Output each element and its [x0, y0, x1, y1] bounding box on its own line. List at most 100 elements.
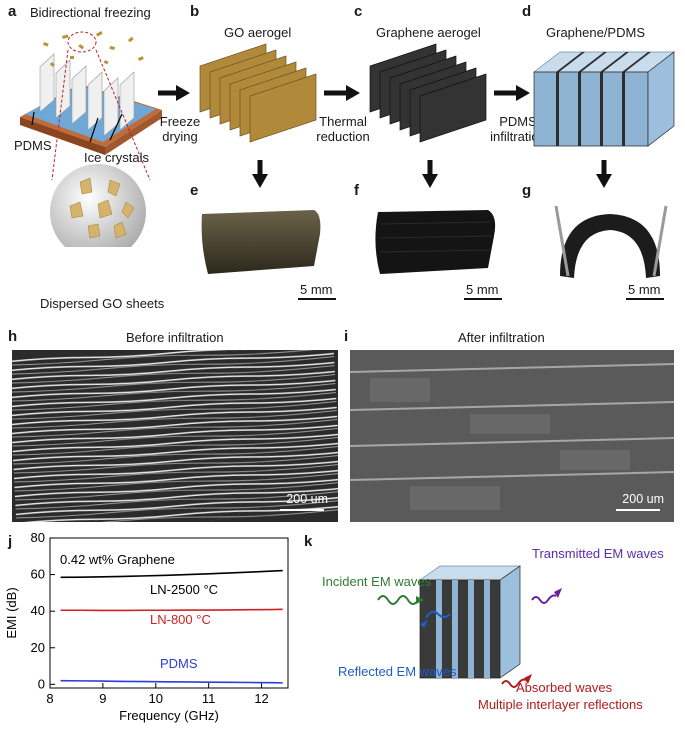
panel-label-f: f	[354, 182, 359, 199]
graphene-aerogel-schematic	[369, 43, 487, 143]
panel-label-k: k	[304, 533, 313, 550]
series-lines	[60, 569, 283, 684]
emi-mechanism-schematic	[377, 565, 562, 688]
scale-h-bar	[280, 509, 324, 511]
bent-composite-photo	[554, 205, 668, 278]
series-label-1: LN-800 °C	[150, 612, 211, 627]
y-tick-label: 80	[31, 530, 45, 545]
multiple-reflections-label: Multiple interlayer reflections	[478, 697, 643, 712]
ice-crystal-walls	[39, 53, 135, 137]
zoom-line-left	[51, 49, 69, 181]
y-tick-label: 40	[31, 603, 45, 618]
chart-annotation: 0.42 wt% Graphene	[60, 552, 175, 567]
freezing-schematic	[20, 31, 162, 247]
arrow-freeze-drying	[158, 85, 190, 101]
series-label-2: PDMS	[160, 656, 198, 671]
scale-f-text: 5 mm	[466, 282, 499, 297]
x-tick-label: 9	[99, 691, 106, 706]
x-ticks: 8 9 10 11 12	[46, 683, 269, 706]
graphene-pdms-title: Graphene/PDMS	[546, 25, 645, 40]
panel-label-b: b	[190, 3, 200, 20]
scale-g-text: 5 mm	[628, 282, 661, 297]
scale-f-bar	[464, 298, 502, 300]
incident-label: Incident EM waves	[322, 574, 432, 589]
scale-h-text: 200 um	[286, 492, 328, 506]
go-aerogel-photo	[201, 210, 321, 274]
thermal-reduction-label: Thermal reduction	[316, 114, 370, 144]
sem-after-infiltration: 200 um	[350, 350, 674, 522]
substrate-side	[20, 117, 105, 155]
y-ticks: 0 20 40 60 80	[31, 530, 55, 691]
series-label-0: LN-2500 °C	[150, 582, 218, 597]
zoom-circle	[67, 31, 97, 53]
block-side	[499, 565, 521, 679]
reflected-label: Reflected EM waves	[338, 664, 457, 679]
go-flakes	[42, 31, 144, 67]
block-layers	[436, 580, 490, 678]
pdms-pointer	[31, 111, 35, 126]
incident-wave	[377, 595, 419, 605]
freeze-drying-label: Freeze drying	[159, 114, 201, 144]
panel-label-d: d	[522, 3, 532, 20]
panel-label-h: h	[8, 328, 18, 345]
absorbed-label: Absorbed waves	[516, 680, 613, 695]
y-axis-label: EMI (dB)	[4, 587, 19, 638]
arrow-down-e	[252, 160, 268, 188]
plot-frame	[49, 537, 289, 689]
scale-e-text: 5 mm	[300, 282, 333, 297]
x-tick-label: 11	[202, 691, 216, 706]
pdms-label: PDMS	[14, 138, 52, 153]
series-line-2	[60, 679, 283, 684]
scale-e-bar	[298, 298, 336, 300]
graphene-pdms-block	[532, 51, 676, 147]
y-tick-label: 0	[38, 676, 45, 691]
pdms-infiltration-label: PDMS infiltration	[490, 114, 546, 144]
panel-label-i: i	[344, 328, 349, 345]
panel-label-c: c	[354, 3, 363, 20]
panel-label-g: g	[522, 182, 532, 199]
go-aerogel-schematic	[199, 43, 317, 143]
transmitted-arrowhead	[554, 588, 562, 598]
graphene-aerogel-title: Graphene aerogel	[376, 25, 481, 40]
panel-label-e: e	[190, 182, 199, 199]
series-line-0	[60, 569, 283, 579]
arrow-thermal-reduction	[324, 85, 360, 101]
series-labels: LN-2500 °C LN-800 °C PDMS	[150, 582, 218, 671]
panel-label-a: a	[8, 3, 17, 20]
y-tick-label: 20	[31, 640, 45, 655]
ice-pointer-2	[109, 113, 123, 141]
reflected-wave	[425, 610, 451, 619]
ice-crystals-label: Ice crystals	[84, 150, 150, 165]
arrow-down-g	[596, 160, 612, 188]
y-tick-label: 60	[31, 567, 45, 582]
arrow-down-f	[422, 160, 438, 188]
x-tick-label: 12	[254, 691, 268, 706]
transmitted-label: Transmitted EM waves	[532, 546, 664, 561]
reflected-arrowhead	[420, 620, 428, 628]
bidirectional-freezing-title: Bidirectional freezing	[30, 5, 151, 20]
scale-i-bar	[616, 509, 660, 511]
transmitted-wave	[531, 594, 557, 604]
emi-chart: 8 9 10 11 12 0 20 40 60 80 Frequency (GHz) EMI (…	[4, 530, 289, 723]
before-infiltration-title: Before infiltration	[126, 330, 224, 345]
x-axis-label: Frequency (GHz)	[119, 708, 219, 723]
absorbed-arrowhead	[524, 674, 532, 684]
after-infiltration-title: After infiltration	[458, 330, 545, 345]
x-tick-label: 8	[46, 691, 53, 706]
dispersed-go-label: Dispersed GO sheets	[40, 296, 165, 311]
scale-g-bar	[626, 298, 664, 300]
absorbed-wave	[501, 678, 527, 688]
dispersed-sheets	[69, 177, 135, 239]
series-line-1	[60, 608, 283, 612]
substrate-side-right	[105, 110, 162, 155]
incident-arrowhead	[416, 596, 424, 604]
scale-i-text: 200 um	[622, 492, 664, 506]
arrow-pdms-infiltration	[494, 85, 530, 101]
panel-label-j: j	[8, 533, 13, 550]
go-aerogel-title: GO aerogel	[224, 25, 292, 40]
x-tick-label: 10	[149, 691, 163, 706]
ice-pointer-1	[89, 117, 99, 143]
sem-before-infiltration: 200 um	[12, 350, 338, 522]
graphene-aerogel-photo	[375, 210, 496, 274]
zoom-line-right	[95, 49, 151, 181]
